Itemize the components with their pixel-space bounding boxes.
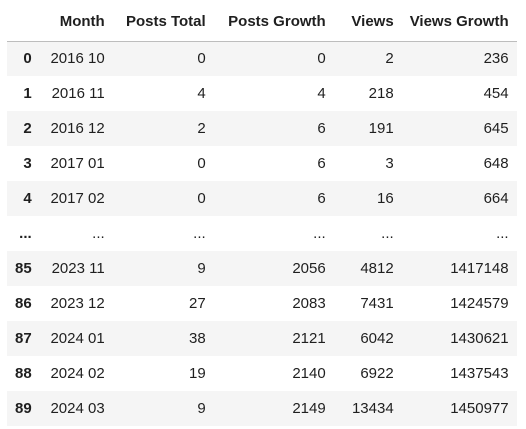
cell-posts-growth: 2083: [292, 295, 326, 312]
cell-month: 2017 01: [50, 155, 105, 172]
cell-views: 3: [385, 155, 394, 172]
cell-month: 2016 10: [50, 50, 105, 68]
table-row: ..................: [7, 216, 517, 251]
cell-views-growth: 1424579: [450, 295, 509, 312]
cell-month: 2023 11: [51, 260, 105, 277]
cell-posts-total: 19: [189, 365, 206, 382]
header-row: Month Posts Total Posts Growth Views Vie…: [7, 0, 517, 42]
cell-posts-total: 9: [197, 400, 206, 417]
cell-views: 16: [377, 190, 394, 207]
row-index: 1: [23, 85, 32, 102]
cell-views-growth: 664: [483, 190, 509, 207]
cell-views-growth: 645: [483, 120, 509, 137]
column-header-month: Month: [39, 0, 113, 42]
cell-month: 2024 01: [50, 330, 105, 347]
row-index: 2: [23, 120, 32, 137]
cell-posts-total: 38: [189, 330, 206, 347]
table-row: 87 2024 01 38 2121 6042 1430621: [7, 321, 517, 356]
cell-views-growth: 648: [483, 155, 509, 172]
table-row: 89 2024 03 9 2149 13434 1450977: [7, 391, 517, 426]
table-row: 2 2016 12 2 6 191 645: [7, 111, 517, 146]
row-index: 0: [23, 50, 32, 68]
cell-views: 7431: [360, 295, 394, 312]
cell-views-growth: 1417148: [450, 260, 509, 277]
cell-month: 2024 03: [50, 400, 105, 417]
cell-posts-total: 9: [197, 260, 206, 277]
cell-posts-total: 0: [197, 190, 206, 207]
index-header: [7, 0, 40, 42]
table-row: 88 2024 02 19 2140 6922 1437543: [7, 356, 517, 391]
row-index: 85: [15, 260, 32, 277]
row-index: 3: [23, 155, 32, 172]
table-row: 1 2016 11 4 4 218 454: [7, 76, 517, 111]
cell-posts-growth: 0: [317, 50, 326, 68]
cell-views: 6922: [360, 365, 394, 382]
table-row: 0 2016 10 0 0 2 236: [7, 41, 517, 76]
column-header-posts-growth: Posts Growth: [213, 0, 334, 42]
cell-month: 2016 12: [50, 120, 105, 137]
cell-posts-growth: 6: [317, 155, 326, 172]
cell-posts-total: 4: [197, 85, 206, 102]
cell-views: 2: [385, 50, 394, 68]
cell-views-growth: 1430621: [450, 330, 509, 347]
cell-posts-total: 27: [189, 295, 206, 312]
cell-views-growth: ...: [496, 225, 509, 242]
cell-posts-growth: 6: [317, 120, 326, 137]
table-body: 0 2016 10 0 0 2 236 1 2016 11 4 4 218 454 2 2016 12 2 6…: [7, 41, 517, 426]
cell-views: ...: [381, 225, 394, 242]
cell-posts-total: ...: [193, 225, 206, 242]
column-header-views: Views: [333, 0, 402, 42]
cell-posts-total: 0: [197, 50, 206, 68]
cell-views: 6042: [360, 330, 394, 347]
cell-posts-growth: 2056: [292, 260, 326, 277]
cell-month: ...: [92, 225, 105, 242]
dataframe-table: Month Posts Total Posts Growth Views Vie…: [7, 0, 517, 426]
cell-month: 2023 12: [50, 295, 105, 312]
row-index: 88: [15, 365, 32, 382]
cell-posts-growth: 2121: [292, 330, 326, 347]
cell-views-growth: 236: [483, 50, 509, 68]
cell-views-growth: 454: [483, 85, 509, 102]
cell-posts-growth: 2149: [292, 400, 326, 417]
table-row: 86 2023 12 27 2083 7431 1424579: [7, 286, 517, 321]
table-row: 85 2023 11 9 2056 4812 1417148: [7, 251, 517, 286]
dataframe-output: Month Posts Total Posts Growth Views Vie…: [7, 0, 517, 426]
row-index: 86: [15, 295, 32, 312]
column-header-posts-total: Posts Total: [112, 0, 214, 42]
cell-views-growth: 1437543: [450, 365, 509, 382]
cell-views: 218: [368, 85, 394, 102]
cell-month: 2024 02: [50, 365, 105, 382]
table-row: 3 2017 01 0 6 3 648: [7, 146, 517, 181]
cell-views: 191: [368, 120, 394, 137]
cell-posts-growth: 4: [317, 85, 326, 102]
cell-views: 4812: [360, 260, 394, 277]
cell-posts-total: 2: [197, 120, 206, 137]
row-index: 89: [15, 400, 32, 417]
cell-posts-growth: 2140: [292, 365, 326, 382]
row-index: 87: [15, 330, 32, 347]
cell-posts-total: 0: [197, 155, 206, 172]
column-header-views-growth: Views Growth: [401, 0, 517, 42]
table-row: 4 2017 02 0 6 16 664: [7, 181, 517, 216]
cell-month: 2017 02: [50, 190, 105, 207]
cell-views-growth: 1450977: [450, 400, 509, 417]
cell-views: 13434: [351, 400, 394, 417]
table-header: Month Posts Total Posts Growth Views Vie…: [7, 0, 517, 42]
row-index: 4: [23, 190, 32, 207]
cell-posts-growth: 6: [317, 190, 326, 207]
row-index: ...: [19, 225, 32, 242]
cell-posts-growth: ...: [313, 225, 326, 242]
cell-month: 2016 11: [51, 85, 105, 102]
